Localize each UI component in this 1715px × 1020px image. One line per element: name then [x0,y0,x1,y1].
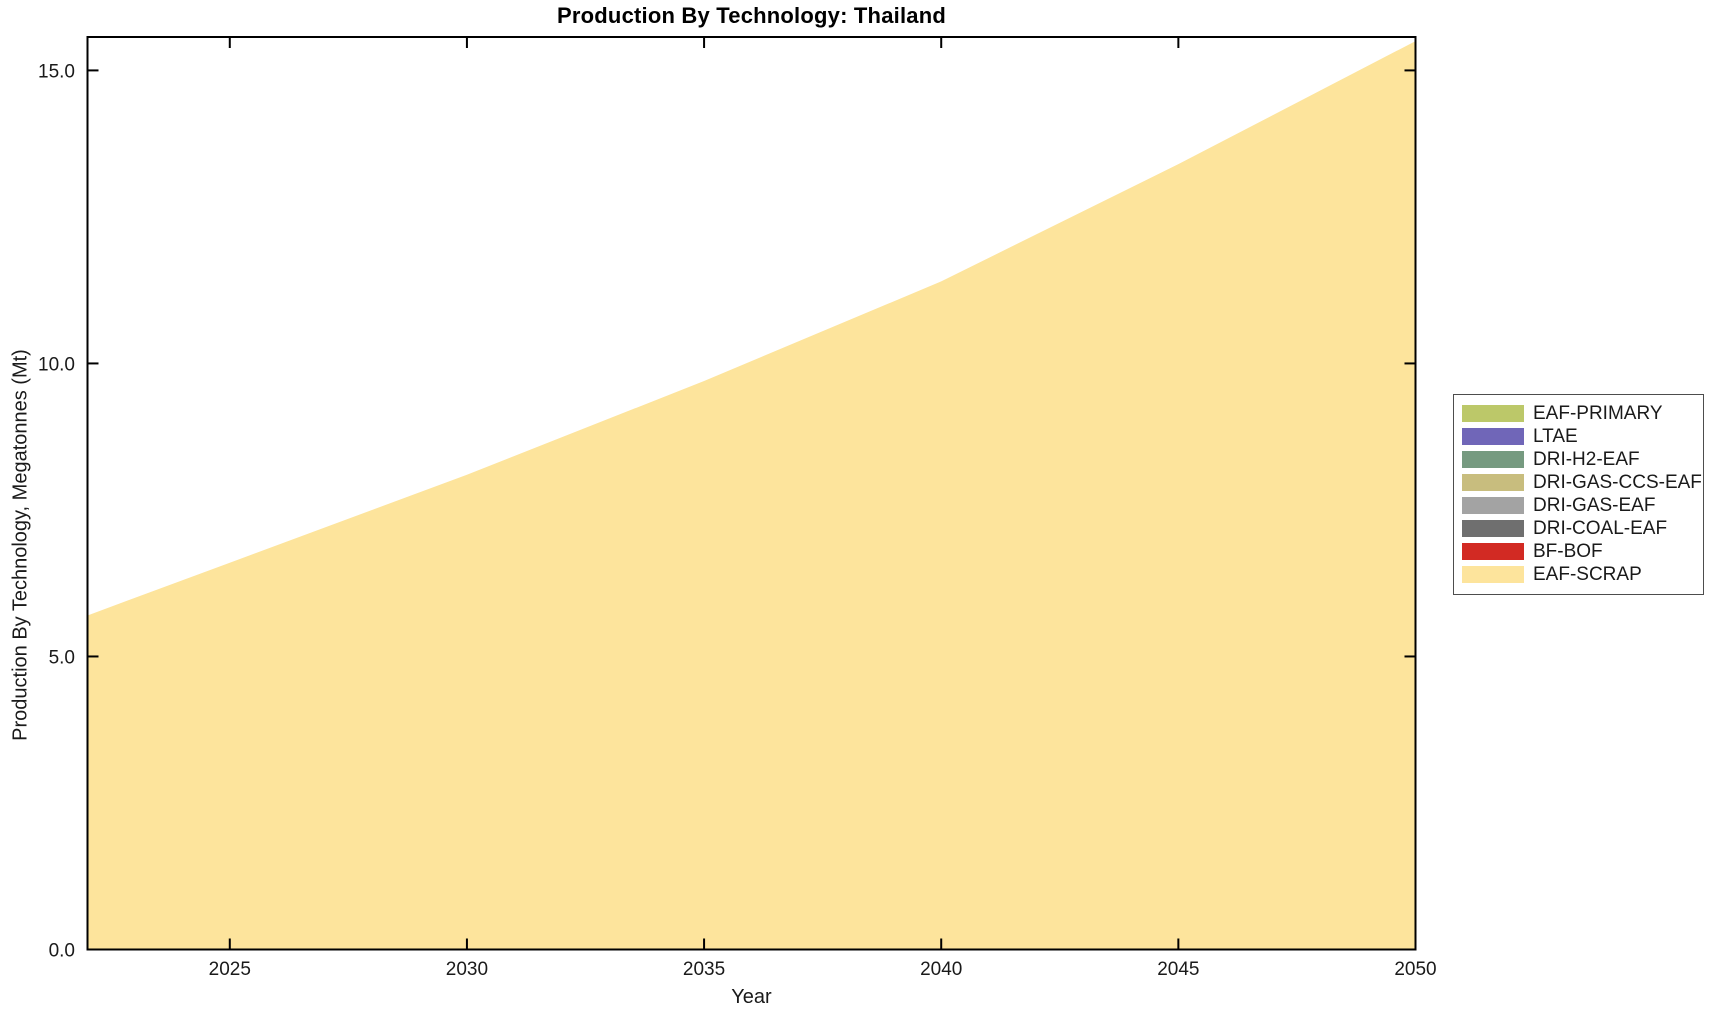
legend-item: DRI-COAL-EAF [1462,517,1703,540]
x-tick-label: 2035 [683,959,725,980]
legend-label: LTAE [1533,426,1578,447]
legend-swatch [1462,428,1524,445]
y-tick-label: 5.0 [49,647,75,668]
legend-item: LTAE [1462,425,1703,448]
legend-swatch [1462,566,1524,583]
legend-item: DRI-H2-EAF [1462,448,1703,471]
y-tick-label: 0.0 [49,941,75,962]
legend-label: DRI-H2-EAF [1533,449,1640,470]
legend-swatch [1462,405,1524,422]
y-axis-label: Production By Technology, Megatonnes (Mt… [9,349,32,741]
legend-swatch [1462,451,1524,468]
legend-label: DRI-COAL-EAF [1533,518,1668,539]
x-tick-label: 2025 [209,959,251,980]
area-series-eaf-scrap [87,41,1416,950]
legend-item: DRI-GAS-EAF [1462,494,1703,517]
legend-swatch [1462,520,1524,537]
chart-title: Production By Technology: Thailand [557,3,946,28]
x-tick-label: 2030 [446,959,488,980]
legend-label: BF-BOF [1533,541,1603,562]
x-tick-label: 2040 [920,959,962,980]
legend-label: EAF-SCRAP [1533,564,1642,585]
x-tick-label: 2045 [1157,959,1199,980]
x-tick-label: 2050 [1394,959,1436,980]
legend-label: DRI-GAS-CCS-EAF [1533,472,1702,493]
legend: EAF-PRIMARY LTAE DRI-H2-EAF DRI-GAS-CCS-EAF… [1453,394,1704,595]
legend-item: BF-BOF [1462,540,1703,563]
legend-swatch [1462,497,1524,514]
legend-item: EAF-PRIMARY [1462,402,1703,425]
legend-item: DRI-GAS-CCS-EAF [1462,471,1703,494]
plot-border [86,36,1417,951]
legend-label: DRI-GAS-EAF [1533,495,1656,516]
y-tick-label: 10.0 [38,354,75,375]
y-tick-label: 15.0 [38,61,75,82]
legend-swatch [1462,543,1524,560]
legend-label: EAF-PRIMARY [1533,403,1663,424]
x-axis-label: Year [731,986,772,1008]
legend-swatch [1462,474,1524,491]
legend-item: EAF-SCRAP [1462,563,1703,586]
